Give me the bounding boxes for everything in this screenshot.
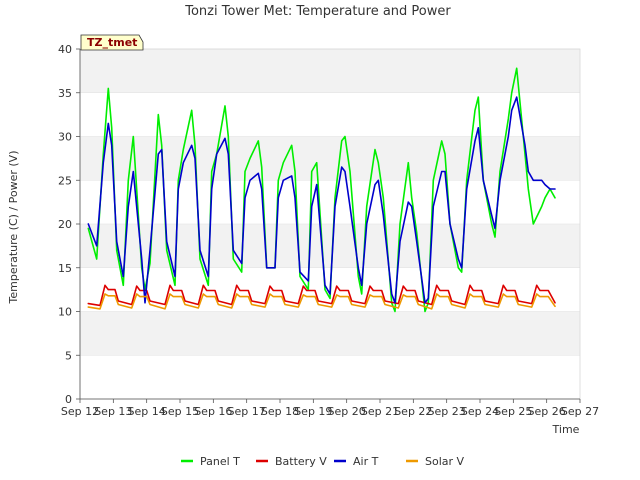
x-tick-label: Sep 19 <box>294 405 332 418</box>
legend-label-panel-t: Panel T <box>200 455 240 468</box>
x-tick-label: Sep 15 <box>161 405 199 418</box>
grid-band <box>80 224 580 268</box>
legend: Panel T Battery V Air T Solar V <box>181 455 465 468</box>
x-tick-label: Sep 24 <box>461 405 499 418</box>
legend-label-solar-v: Solar V <box>425 455 465 468</box>
x-tick-label: Sep 20 <box>328 405 366 418</box>
x-tick-label: Sep 17 <box>228 405 266 418</box>
x-axis-label: Time <box>552 423 580 436</box>
y-tick-label: 20 <box>58 218 72 231</box>
y-tick-label: 30 <box>58 131 72 144</box>
grid-band <box>80 49 580 93</box>
x-tick-label: Sep 27 <box>561 405 599 418</box>
grid-band <box>80 311 580 356</box>
y-tick-label: 15 <box>58 262 72 275</box>
y-tick-label: 0 <box>65 393 72 406</box>
x-tick-label: Sep 21 <box>361 405 399 418</box>
station-tag-label: TZ_tmet <box>87 36 137 49</box>
series-line-battery-v <box>87 284 556 307</box>
chart-title: Tonzi Tower Met: Temperature and Power <box>184 4 451 19</box>
y-axis-label: Temperature (C) / Power (V) <box>7 150 20 304</box>
y-tick-label: 10 <box>58 306 72 319</box>
y-tick-label: 40 <box>58 43 72 56</box>
y-ticks: 0 5 10 15 20 25 30 35 40 <box>58 43 80 406</box>
station-tag: TZ_tmet <box>80 34 144 51</box>
x-tick-label: Sep 13 <box>94 405 132 418</box>
series-line-air-t <box>87 96 556 304</box>
x-tick-label: Sep 22 <box>394 405 432 418</box>
plot-background <box>79 48 581 400</box>
y-tick-label: 5 <box>65 349 72 362</box>
series-line-solar-v <box>87 293 556 310</box>
series-line-panel-t <box>87 67 556 313</box>
x-tick-label: Sep 12 <box>61 405 99 418</box>
y-tick-label: 25 <box>58 174 72 187</box>
x-tick-label: Sep 18 <box>261 405 299 418</box>
x-tick-label: Sep 14 <box>128 405 166 418</box>
station-tag-box <box>80 34 144 51</box>
legend-label-air-t: Air T <box>353 455 379 468</box>
x-tick-label: Sep 26 <box>528 405 566 418</box>
y-tick-label: 35 <box>58 87 72 100</box>
x-tick-label: Sep 25 <box>494 405 532 418</box>
legend-label-battery-v: Battery V <box>275 455 327 468</box>
series-group <box>87 67 556 313</box>
x-tick-label: Sep 16 <box>194 405 232 418</box>
x-tick-label: Sep 23 <box>428 405 466 418</box>
